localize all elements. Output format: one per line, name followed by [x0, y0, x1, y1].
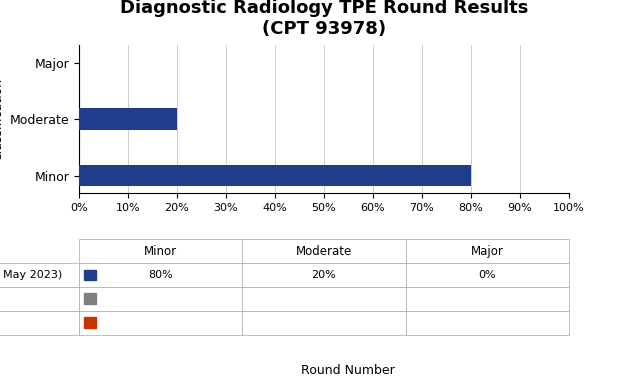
Bar	[84, 317, 96, 328]
Bar	[79, 108, 177, 130]
Bar	[84, 270, 96, 280]
Bar	[79, 165, 471, 186]
Text: Round Number: Round Number	[301, 364, 394, 376]
Bar	[84, 293, 96, 304]
Y-axis label: Classification: Classification	[0, 77, 4, 161]
Title: Diagnostic Radiology TPE Round Results
(CPT 93978): Diagnostic Radiology TPE Round Results (…	[119, 0, 528, 38]
